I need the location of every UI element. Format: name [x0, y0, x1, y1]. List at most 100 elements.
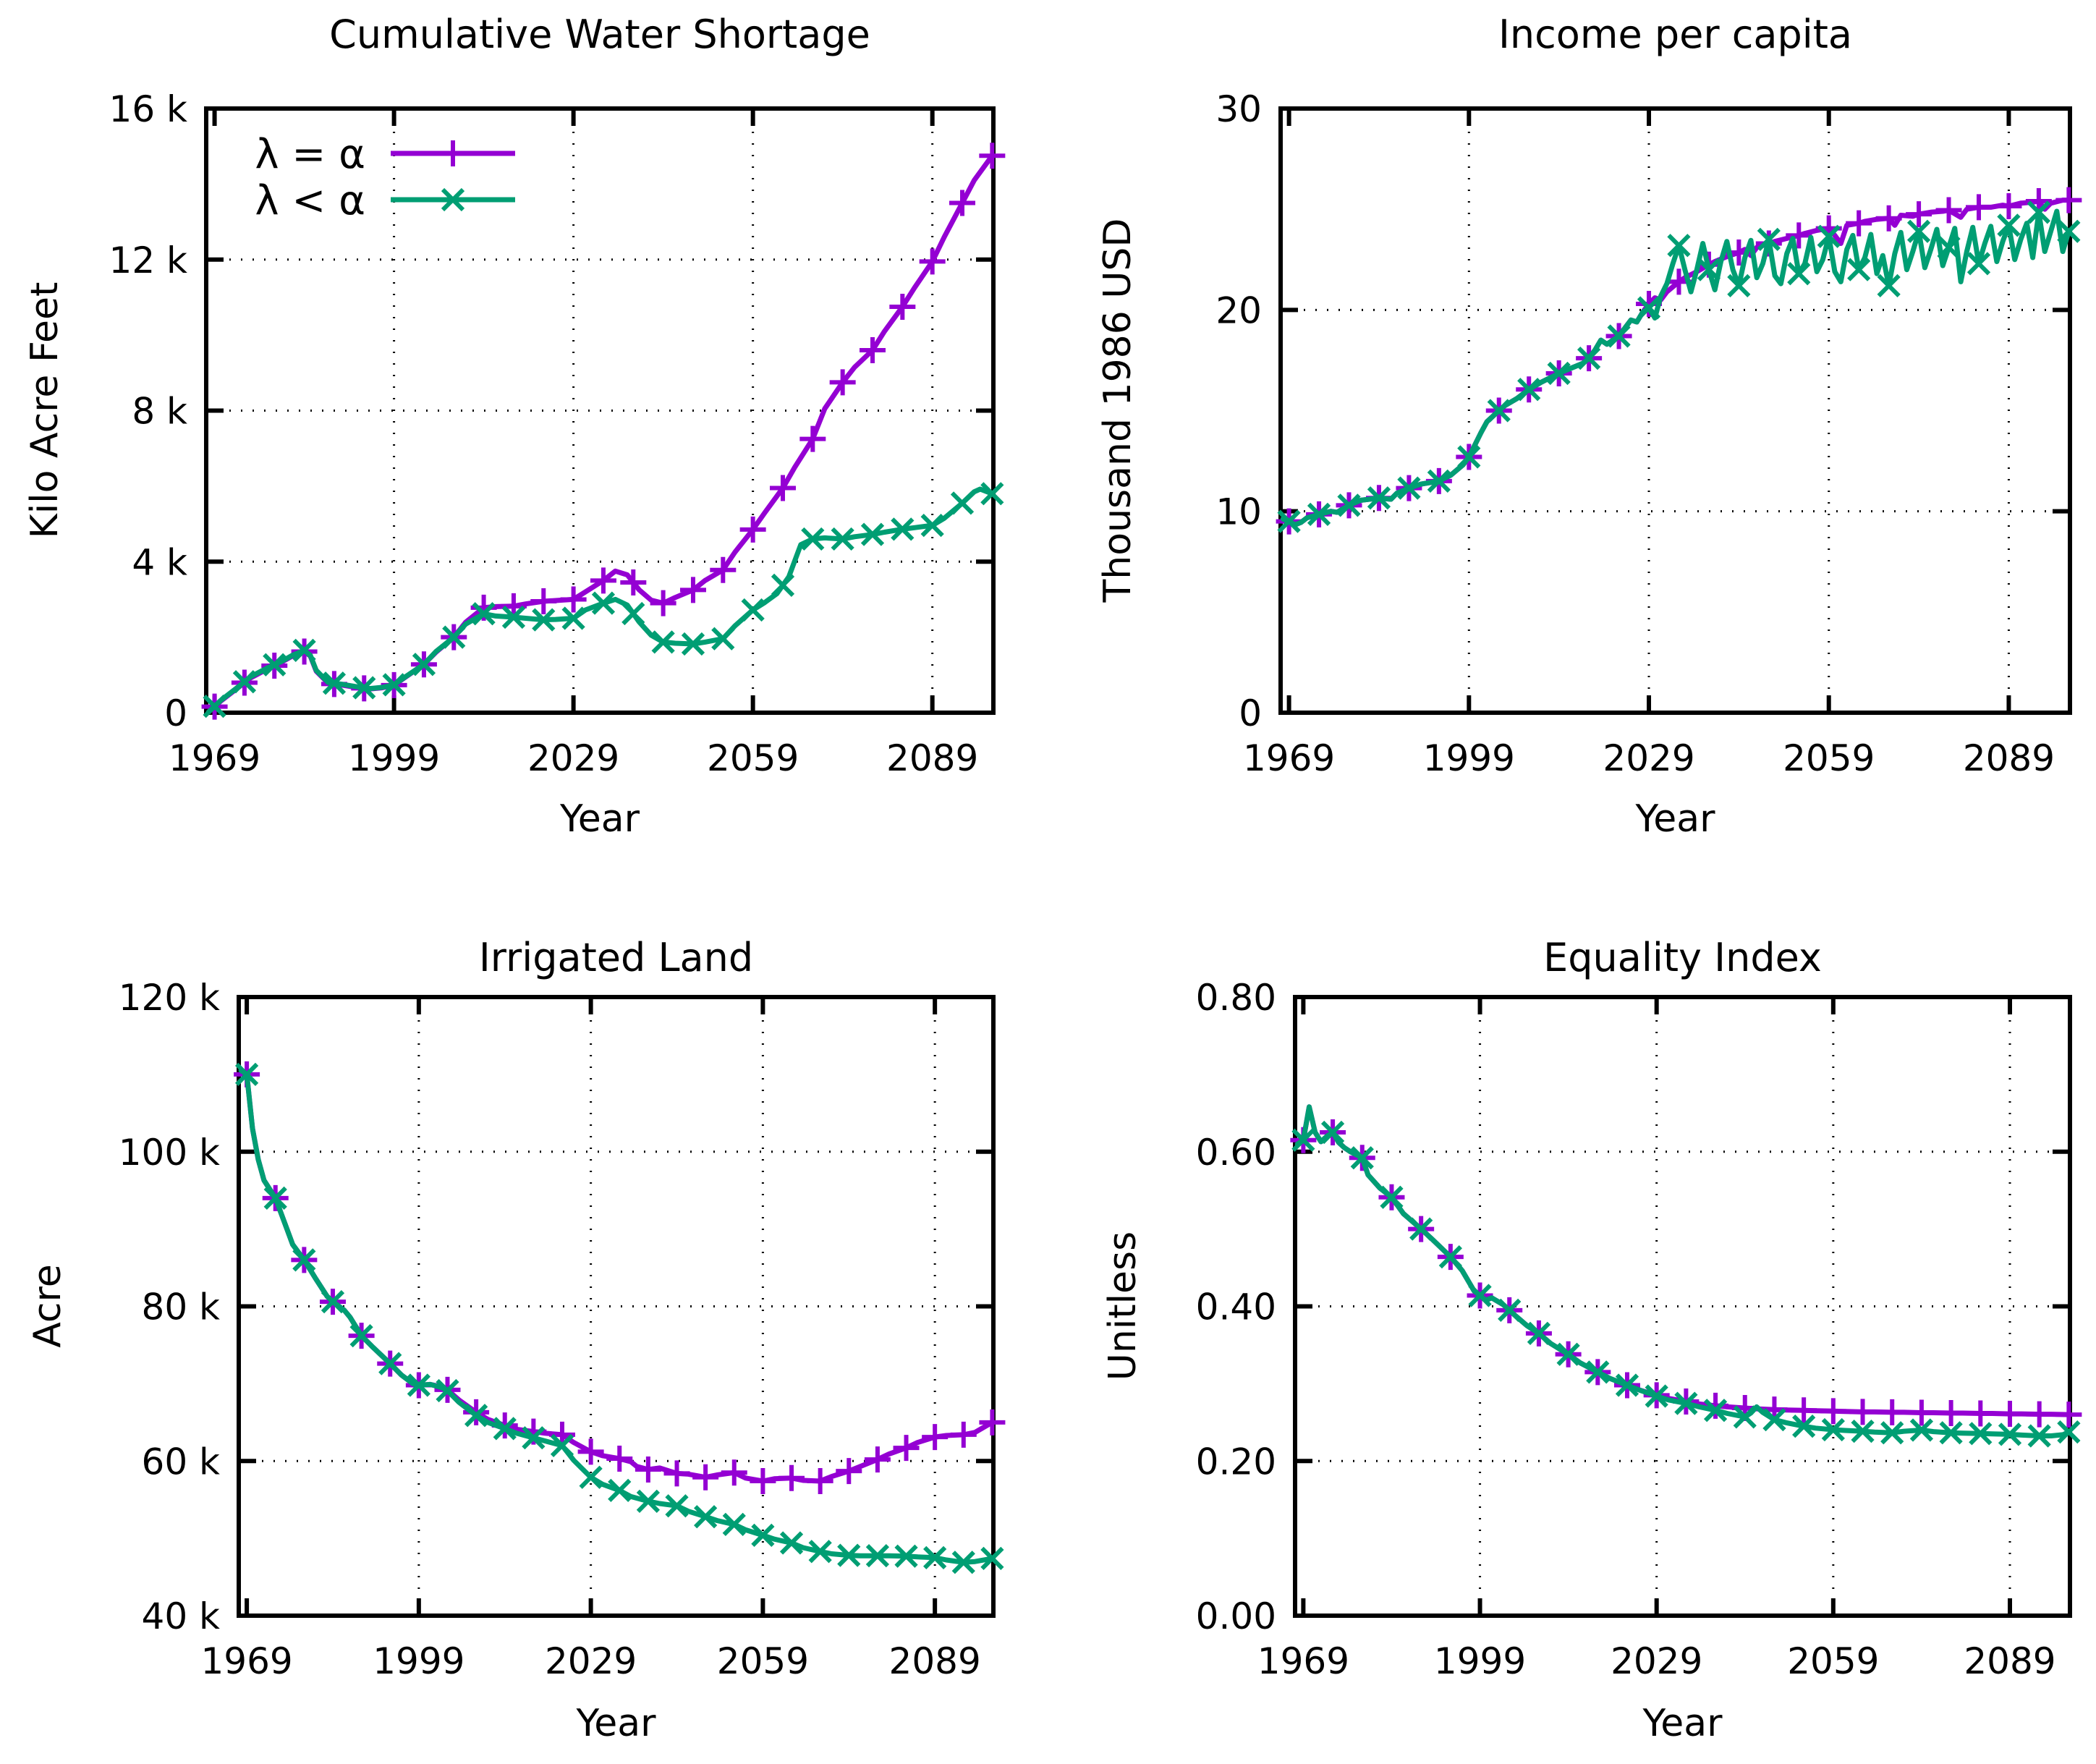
cross-marker: [2027, 1424, 2051, 1448]
grid: [239, 997, 993, 1616]
svg-text:2029: 2029: [1603, 737, 1694, 779]
cross-marker: [651, 630, 675, 654]
plus-marker: [721, 1459, 747, 1486]
chart-title: Cumulative Water Shortage: [329, 12, 870, 57]
cross-marker: [779, 1531, 804, 1555]
svg-text:30: 30: [1215, 88, 1262, 130]
chart-title: Income per capita: [1498, 12, 1853, 57]
cross-marker: [441, 187, 465, 212]
plus-marker: [1846, 210, 1872, 237]
cross-marker: [1880, 1421, 1904, 1445]
plus-marker: [1879, 1399, 1906, 1425]
cross-marker: [1733, 1405, 1757, 1429]
plus-marker: [1875, 205, 1902, 232]
cross-marker: [860, 522, 885, 546]
cross-marker: [1615, 1373, 1639, 1397]
cross-marker: [263, 653, 287, 677]
chart-irrigated-land: Irrigated Land Acre Year 1969 1999 2029 205…: [0, 897, 1056, 1764]
cross-marker: [1966, 252, 1991, 276]
plus-marker: [1995, 192, 2022, 219]
cross-marker: [1703, 1399, 1728, 1422]
plus-marker: [750, 1468, 776, 1495]
svg-text:2089: 2089: [889, 1640, 981, 1682]
cross-marker: [407, 1373, 430, 1397]
cross-marker: [1817, 224, 1841, 248]
cross-marker: [1847, 258, 1871, 281]
plus-marker: [979, 1409, 1006, 1436]
x-axis-label: Year: [1642, 1702, 1723, 1745]
cross-marker: [292, 1248, 316, 1272]
cross-marker: [561, 606, 585, 630]
cross-marker: [1997, 213, 2021, 237]
cross-marker: [2027, 200, 2051, 224]
plus-marker: [606, 1446, 633, 1472]
cross-marker: [920, 514, 944, 538]
svg-text:0.40: 0.40: [1196, 1286, 1276, 1328]
plus-marker: [919, 248, 946, 275]
series-2: [234, 1062, 1004, 1574]
svg-text:0: 0: [164, 692, 187, 734]
svg-text:120 k: 120 k: [119, 977, 220, 1019]
y-tick-labels: 40 k 60 k 80 k 100 k 120 k: [119, 977, 220, 1637]
plus-marker: [829, 369, 856, 396]
x-tick-labels: 1969 1999 2029 2059 2089: [1243, 737, 2055, 779]
cross-marker: [681, 632, 705, 656]
svg-text:0: 0: [1239, 692, 1262, 734]
chart-title: Equality Index: [1543, 935, 1822, 980]
svg-text:4 k: 4 k: [132, 541, 187, 583]
series-1: [234, 1061, 1006, 1495]
grid: [1281, 109, 2070, 713]
plus-marker: [530, 588, 557, 615]
cross-marker: [722, 1512, 746, 1537]
plus-marker: [440, 140, 466, 166]
legend: λ = αλ < α: [255, 131, 515, 224]
cross-marker: [711, 627, 735, 650]
cross-marker: [1586, 1360, 1610, 1384]
cross-marker: [1291, 1128, 1315, 1152]
cross-marker: [801, 527, 825, 551]
cross-marker: [1762, 1407, 1786, 1432]
plot-area-income-per-capita: 1969 1999 2029 2059 2089 0 10 20 30: [1215, 88, 2082, 779]
cross-marker: [321, 1289, 345, 1314]
plus-marker: [1965, 194, 1992, 221]
y-tick-labels: 0 4 k 8 k 12 k 16 k: [109, 88, 188, 734]
cross-marker: [865, 1544, 890, 1568]
svg-text:2089: 2089: [886, 737, 978, 779]
plus-marker: [1820, 1398, 1846, 1425]
cross-marker: [464, 1404, 488, 1428]
legend-label: λ < α: [255, 177, 365, 224]
cross-marker: [1674, 1391, 1698, 1415]
cross-marker: [378, 1352, 402, 1375]
cross-marker: [1438, 1244, 1462, 1269]
plus-marker: [889, 293, 916, 320]
plus-marker: [949, 190, 976, 216]
svg-text:0.20: 0.20: [1196, 1441, 1276, 1483]
svg-text:0.00: 0.00: [1196, 1595, 1276, 1637]
cross-marker: [532, 608, 556, 632]
tick-marks: [206, 106, 993, 715]
cross-marker: [1350, 1146, 1374, 1170]
x-axis-label: Year: [576, 1702, 656, 1745]
svg-text:80 k: 80 k: [142, 1286, 221, 1328]
cross-marker: [1487, 399, 1511, 423]
cross-marker: [894, 1544, 918, 1568]
cross-marker: [1821, 1417, 1845, 1442]
plus-marker: [679, 577, 706, 603]
cross-marker: [550, 1433, 574, 1457]
cross-marker: [1397, 476, 1421, 500]
cross-marker: [636, 1489, 661, 1513]
cross-marker: [1320, 1120, 1345, 1145]
cross-marker: [950, 491, 975, 515]
grid: [1295, 997, 2070, 1616]
plus-marker: [560, 586, 587, 613]
series-1: [1276, 187, 2082, 535]
y-tick-labels: 0 10 20 30: [1215, 88, 1262, 734]
cross-marker: [1427, 469, 1451, 493]
series-1: [201, 143, 1006, 720]
plot-border: [237, 995, 996, 1618]
cross-marker: [493, 1417, 517, 1441]
plus-marker: [807, 1468, 833, 1495]
tick-marks: [239, 995, 993, 1618]
cross-marker: [808, 1540, 832, 1564]
svg-text:100 k: 100 k: [119, 1132, 220, 1174]
